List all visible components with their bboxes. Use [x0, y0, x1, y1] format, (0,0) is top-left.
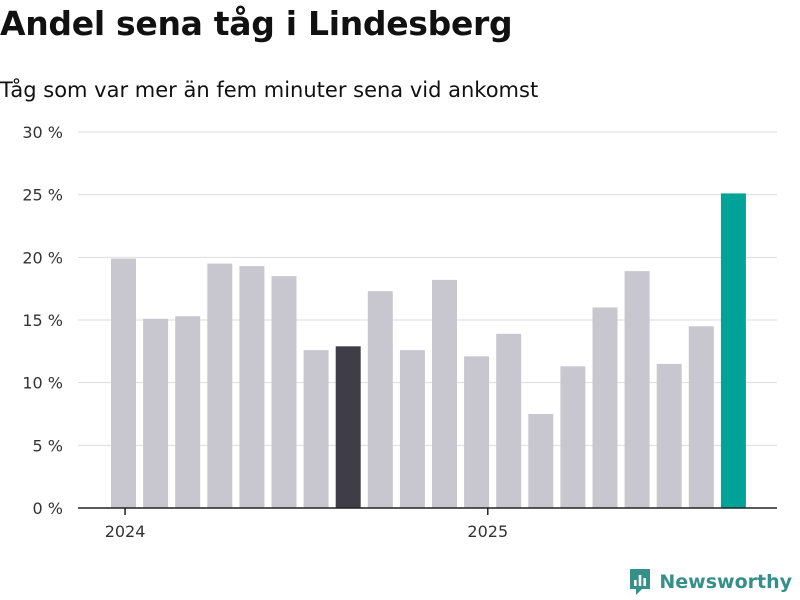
- bar: [143, 318, 169, 508]
- y-tick-label: 25 %: [22, 186, 63, 205]
- y-tick-label: 10 %: [22, 374, 63, 393]
- chart-subtitle: Tåg som var mer än fem minuter sena vid …: [0, 78, 539, 102]
- bar: [367, 291, 393, 508]
- x-axis: 2024 2025: [78, 507, 777, 541]
- bars: [111, 193, 746, 508]
- bar: [303, 350, 329, 508]
- bar: [688, 326, 714, 508]
- bar: [560, 366, 586, 508]
- bar: [432, 279, 457, 508]
- brand-logo: Newsworthy: [628, 568, 792, 596]
- bar: [624, 271, 650, 508]
- bar-chart: 0 % 5 % 10 % 15 % 20 % 25 % 30 % 2024 2025: [22, 123, 777, 541]
- y-tick-label: 30 %: [22, 123, 63, 142]
- bar: [656, 363, 682, 508]
- chart-title: Andel sena tåg i Lindesberg: [0, 4, 513, 43]
- bar: [271, 276, 297, 508]
- bar: [239, 266, 265, 508]
- bar: [592, 307, 618, 508]
- bar: [111, 258, 136, 508]
- bar: [496, 333, 522, 508]
- y-tick-label: 15 %: [22, 311, 63, 330]
- x-tick-label: 2025: [467, 522, 508, 541]
- bar: [335, 346, 361, 508]
- bar: [175, 316, 201, 508]
- y-axis-ticks: 0 % 5 % 10 % 15 % 20 % 25 % 30 %: [22, 123, 63, 518]
- x-tick-label: 2024: [105, 522, 146, 541]
- y-tick-label: 0 %: [33, 499, 63, 518]
- y-tick-label: 5 %: [33, 436, 63, 455]
- brand-name: Newsworthy: [659, 571, 792, 593]
- bar: [464, 356, 490, 508]
- bar: [399, 350, 425, 508]
- newsworthy-logo-icon: [630, 569, 651, 595]
- bar: [720, 193, 746, 508]
- bar: [207, 263, 233, 508]
- y-tick-label: 20 %: [22, 248, 63, 267]
- bar: [528, 414, 554, 508]
